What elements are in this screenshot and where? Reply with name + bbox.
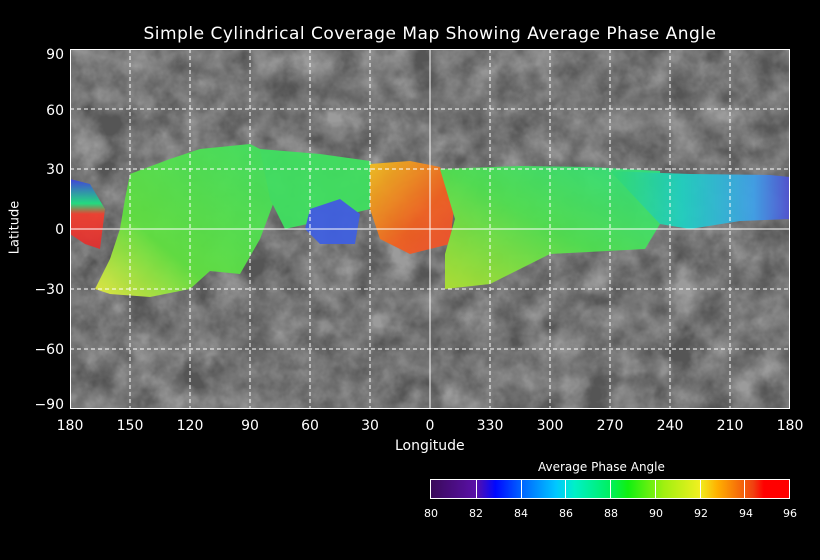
x-tick-label: 90 — [241, 418, 259, 434]
x-tick-label: 300 — [536, 418, 564, 434]
y-tick-label: −30 — [34, 282, 64, 298]
colorbar-tick-label: 96 — [783, 507, 797, 520]
coverage-patch-cyan — [610, 171, 790, 229]
x-tick-label: 180 — [56, 418, 84, 434]
graticule — [70, 49, 790, 409]
x-axis-label: Longitude — [395, 438, 465, 454]
coverage-patch-west-edge — [70, 179, 105, 249]
colorbar — [430, 479, 790, 499]
coverage-map — [70, 49, 790, 409]
colorbar-tick-label: 94 — [739, 507, 753, 520]
x-tick-label: 210 — [716, 418, 744, 434]
colorbar-title: Average Phase Angle — [538, 460, 665, 474]
colorbar-tick-label: 80 — [424, 507, 438, 520]
y-tick-label: 90 — [46, 47, 64, 63]
colorbar-tick-label: 86 — [559, 507, 573, 520]
y-tick-label: 60 — [46, 103, 64, 119]
y-tick-label: 0 — [55, 222, 64, 238]
coverage-patch-orange — [370, 161, 455, 254]
chart-title: Simple Cylindrical Coverage Map Showing … — [143, 24, 717, 44]
colorbar-tick-label: 92 — [694, 507, 708, 520]
x-tick-label: 330 — [476, 418, 504, 434]
y-tick-label: 30 — [46, 162, 64, 178]
colorbar-tick-label: 90 — [649, 507, 663, 520]
x-tick-label: 30 — [361, 418, 379, 434]
x-tick-label: 180 — [776, 418, 804, 434]
colorbar-tick-label: 84 — [514, 507, 528, 520]
coverage-patch-main — [95, 144, 280, 297]
x-tick-label: 120 — [176, 418, 204, 434]
y-axis-label: Latitude — [7, 200, 23, 255]
x-tick-label: 60 — [301, 418, 319, 434]
colorbar-tick-label: 82 — [469, 507, 483, 520]
colorbar-tick-label: 88 — [604, 507, 618, 520]
x-tick-label: 0 — [425, 418, 435, 434]
x-tick-label: 240 — [656, 418, 684, 434]
y-tick-label: −60 — [34, 342, 64, 358]
x-tick-label: 150 — [116, 418, 144, 434]
coverage-patch-blue — [305, 199, 360, 244]
y-tick-label: −90 — [34, 397, 64, 413]
x-tick-label: 270 — [596, 418, 624, 434]
